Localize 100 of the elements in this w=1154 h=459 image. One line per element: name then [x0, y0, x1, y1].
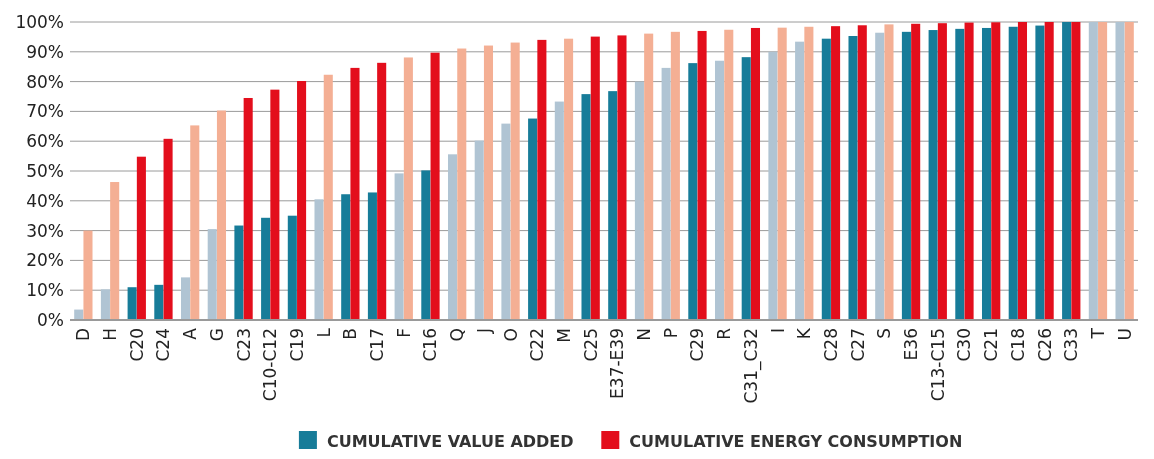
bar [100, 289, 110, 320]
x-tick-label: C23 [233, 328, 254, 362]
bar [554, 101, 564, 320]
bar [901, 31, 911, 320]
bar [741, 57, 751, 320]
bar [154, 284, 164, 320]
y-tick-label: 70% [26, 101, 64, 122]
bar [1035, 25, 1045, 320]
bar [634, 81, 644, 320]
bar [670, 31, 680, 320]
bar [207, 229, 217, 320]
bar [83, 230, 93, 320]
bar [127, 287, 137, 320]
x-tick-label: L [313, 327, 334, 338]
bar [297, 81, 307, 320]
x-tick-label: U [1114, 328, 1135, 341]
bar [394, 173, 404, 320]
bar [474, 140, 484, 320]
bar [367, 192, 377, 320]
bar [341, 194, 351, 320]
x-tick-label: F [393, 328, 414, 338]
bar [768, 51, 778, 320]
x-tick-label: C17 [367, 328, 387, 362]
bar [528, 118, 538, 320]
bar [1088, 22, 1098, 320]
x-tick-label: C13-C15 [927, 328, 948, 402]
x-tick-label: K [794, 327, 815, 340]
x-tick-label: C28 [820, 328, 841, 362]
bar [1062, 22, 1072, 320]
bar [537, 39, 547, 320]
bar [234, 225, 244, 320]
bar [190, 125, 200, 320]
x-tick-label: N [634, 328, 654, 341]
bar [136, 156, 146, 320]
x-tick-label: T [1087, 327, 1108, 340]
x-tick-label: C33 [1061, 328, 1082, 362]
bar [483, 45, 494, 320]
x-tick-label: C22 [527, 328, 548, 362]
x-tick-label: B [340, 328, 361, 340]
x-tick-label: C21 [981, 328, 1002, 362]
x-tick-label: O [500, 328, 521, 342]
x-tick-label: D [73, 328, 94, 342]
legend-label: CUMULATIVE VALUE ADDED [326, 431, 574, 451]
bar [110, 182, 120, 320]
bar [911, 23, 921, 320]
bar [287, 215, 297, 320]
bar [857, 25, 867, 320]
bar [314, 199, 324, 320]
bar [991, 22, 1001, 320]
x-tick-label: C19 [286, 328, 307, 362]
x-tick-label: P [660, 328, 681, 339]
bar [884, 24, 894, 320]
bar [501, 123, 511, 320]
bar [937, 23, 947, 320]
bar [270, 89, 280, 320]
x-tick-label: C18 [1007, 328, 1028, 362]
bar [795, 41, 805, 320]
y-tick-label: 60% [26, 131, 64, 152]
y-tick-label: 90% [26, 41, 64, 62]
bar [644, 33, 654, 320]
x-tick-label: C30 [954, 328, 975, 362]
bar [714, 60, 725, 320]
x-tick-label: C27 [847, 328, 868, 362]
bar [510, 42, 520, 320]
bar [724, 29, 734, 320]
y-tick-label: 40% [26, 190, 64, 211]
y-tick-label: 10% [26, 280, 64, 301]
x-tick-label: R [714, 327, 735, 340]
x-tick-label: C31_C32 [740, 328, 762, 404]
bar [323, 74, 333, 320]
x-tick-label: C20 [126, 328, 147, 362]
bar [928, 30, 938, 320]
x-tick-label: S [874, 328, 895, 339]
bar [377, 62, 387, 320]
bar [180, 277, 191, 320]
bar [430, 52, 440, 320]
bar [697, 30, 707, 320]
bar [981, 27, 992, 320]
bar [821, 38, 831, 320]
y-tick-label: 20% [26, 250, 64, 271]
x-tick-label: H [100, 328, 120, 341]
bar [1124, 22, 1134, 320]
bar [661, 67, 671, 320]
x-tick-label: C16 [420, 328, 441, 362]
bar [617, 35, 627, 320]
bar [750, 27, 761, 320]
x-tick-label: I [767, 328, 788, 334]
bar [804, 26, 814, 320]
bar [964, 22, 974, 320]
bar [955, 28, 965, 320]
bar [403, 57, 413, 320]
y-tick-label: 100% [15, 11, 64, 32]
x-tick-label: C25 [580, 328, 601, 362]
y-tick-label: 30% [26, 220, 64, 241]
bar [688, 63, 698, 320]
bar [421, 170, 431, 320]
x-tick-label: J [473, 328, 494, 335]
bar [777, 27, 787, 320]
x-tick-label: A [180, 327, 201, 340]
bar [1017, 22, 1028, 320]
